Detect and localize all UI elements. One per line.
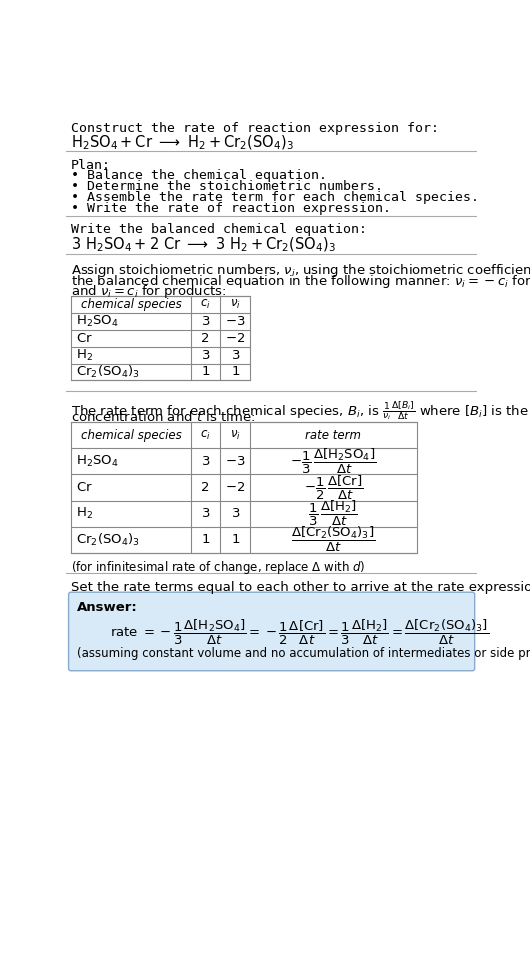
Text: 1: 1 [201, 533, 210, 547]
Text: 3: 3 [201, 455, 210, 468]
Text: $-\dfrac{1}{2}\,\dfrac{\Delta[\mathrm{Cr}]}{\Delta t}$: $-\dfrac{1}{2}\,\dfrac{\Delta[\mathrm{Cr… [304, 473, 363, 502]
Text: • Assemble the rate term for each chemical species.: • Assemble the rate term for each chemic… [71, 191, 479, 204]
Text: rate $= -\dfrac{1}{3}\dfrac{\Delta[\mathrm{H_2SO_4}]}{\Delta t} = -\dfrac{1}{2}\: rate $= -\dfrac{1}{3}\dfrac{\Delta[\math… [110, 618, 489, 647]
Text: the balanced chemical equation in the following manner: $\nu_i = -c_i$ for react: the balanced chemical equation in the fo… [71, 272, 530, 290]
Text: $c_i$: $c_i$ [200, 428, 211, 442]
Text: $-3$: $-3$ [225, 314, 245, 328]
Text: Answer:: Answer: [77, 600, 138, 614]
Text: Write the balanced chemical equation:: Write the balanced chemical equation: [71, 224, 367, 236]
Text: 3: 3 [201, 508, 210, 520]
Text: • Determine the stoichiometric numbers.: • Determine the stoichiometric numbers. [71, 181, 383, 193]
FancyBboxPatch shape [68, 592, 475, 671]
Text: $1$: $1$ [231, 365, 240, 379]
Text: $-2$: $-2$ [225, 481, 245, 494]
Text: 2: 2 [201, 332, 210, 345]
Text: $\mathrm{H_2}$: $\mathrm{H_2}$ [76, 347, 93, 363]
Text: concentration and $t$ is time:: concentration and $t$ is time: [71, 410, 255, 424]
Text: The rate term for each chemical species, $B_i$, is $\frac{1}{\nu_i}\frac{\Delta[: The rate term for each chemical species,… [71, 399, 530, 422]
Text: 1: 1 [201, 365, 210, 379]
Text: • Balance the chemical equation.: • Balance the chemical equation. [71, 170, 327, 183]
Text: $\dfrac{\Delta[\mathrm{Cr_2(SO_4)_3}]}{\Delta t}$: $\dfrac{\Delta[\mathrm{Cr_2(SO_4)_3}]}{\… [291, 525, 375, 554]
Text: Plan:: Plan: [71, 159, 111, 172]
Text: $-\dfrac{1}{3}\,\dfrac{\Delta[\mathrm{H_2SO_4}]}{\Delta t}$: $-\dfrac{1}{3}\,\dfrac{\Delta[\mathrm{H_… [290, 447, 376, 476]
Text: $\mathrm{Cr}$: $\mathrm{Cr}$ [76, 332, 92, 345]
Text: $-2$: $-2$ [225, 332, 245, 345]
Text: chemical species: chemical species [81, 428, 181, 441]
Text: (assuming constant volume and no accumulation of intermediates or side products): (assuming constant volume and no accumul… [77, 647, 530, 660]
Text: 3: 3 [201, 348, 210, 361]
Text: $\nu_i$: $\nu_i$ [230, 298, 241, 310]
Text: $\mathrm{H_2SO_4} + \mathrm{Cr}\ \longrightarrow\ \mathrm{H_2} + \mathrm{Cr_2(SO: $\mathrm{H_2SO_4} + \mathrm{Cr}\ \longri… [71, 134, 294, 152]
Text: 3: 3 [201, 314, 210, 328]
Bar [71, 422, 417, 553]
Text: $3$: $3$ [231, 508, 240, 520]
Text: Construct the rate of reaction expression for:: Construct the rate of reaction expressio… [71, 122, 439, 135]
Text: $\dfrac{1}{3}\,\dfrac{\Delta[\mathrm{H_2}]}{\Delta t}$: $\dfrac{1}{3}\,\dfrac{\Delta[\mathrm{H_2… [308, 499, 358, 528]
Text: Set the rate terms equal to each other to arrive at the rate expression:: Set the rate terms equal to each other t… [71, 581, 530, 593]
Text: $-3$: $-3$ [225, 455, 245, 468]
Text: $3\ \mathrm{H_2SO_4} + 2\ \mathrm{Cr}\ \longrightarrow\ 3\ \mathrm{H_2} + \mathr: $3\ \mathrm{H_2SO_4} + 2\ \mathrm{Cr}\ \… [71, 235, 336, 254]
Text: rate term: rate term [305, 428, 361, 441]
Text: $\mathrm{Cr_2(SO_4)_3}$: $\mathrm{Cr_2(SO_4)_3}$ [76, 532, 139, 548]
Text: $c_i$: $c_i$ [200, 298, 211, 310]
Text: $\mathrm{H_2SO_4}$: $\mathrm{H_2SO_4}$ [76, 313, 118, 329]
Text: (for infinitesimal rate of change, replace $\Delta$ with $d$): (for infinitesimal rate of change, repla… [71, 559, 365, 576]
Text: • Write the rate of reaction expression.: • Write the rate of reaction expression. [71, 202, 391, 215]
Text: 2: 2 [201, 481, 210, 494]
Text: $\nu_i$: $\nu_i$ [230, 428, 241, 442]
Text: Assign stoichiometric numbers, $\nu_i$, using the stoichiometric coefficients, $: Assign stoichiometric numbers, $\nu_i$, … [71, 262, 530, 279]
Text: $3$: $3$ [231, 348, 240, 361]
Text: $\mathrm{Cr}$: $\mathrm{Cr}$ [76, 481, 92, 494]
Text: $\mathrm{H_2}$: $\mathrm{H_2}$ [76, 507, 93, 521]
Text: $1$: $1$ [231, 533, 240, 547]
Bar [71, 296, 250, 381]
Text: $\mathrm{Cr_2(SO_4)_3}$: $\mathrm{Cr_2(SO_4)_3}$ [76, 364, 139, 380]
Text: $\mathrm{H_2SO_4}$: $\mathrm{H_2SO_4}$ [76, 454, 118, 468]
Text: chemical species: chemical species [81, 298, 181, 310]
Text: and $\nu_i = c_i$ for products:: and $\nu_i = c_i$ for products: [71, 283, 226, 301]
